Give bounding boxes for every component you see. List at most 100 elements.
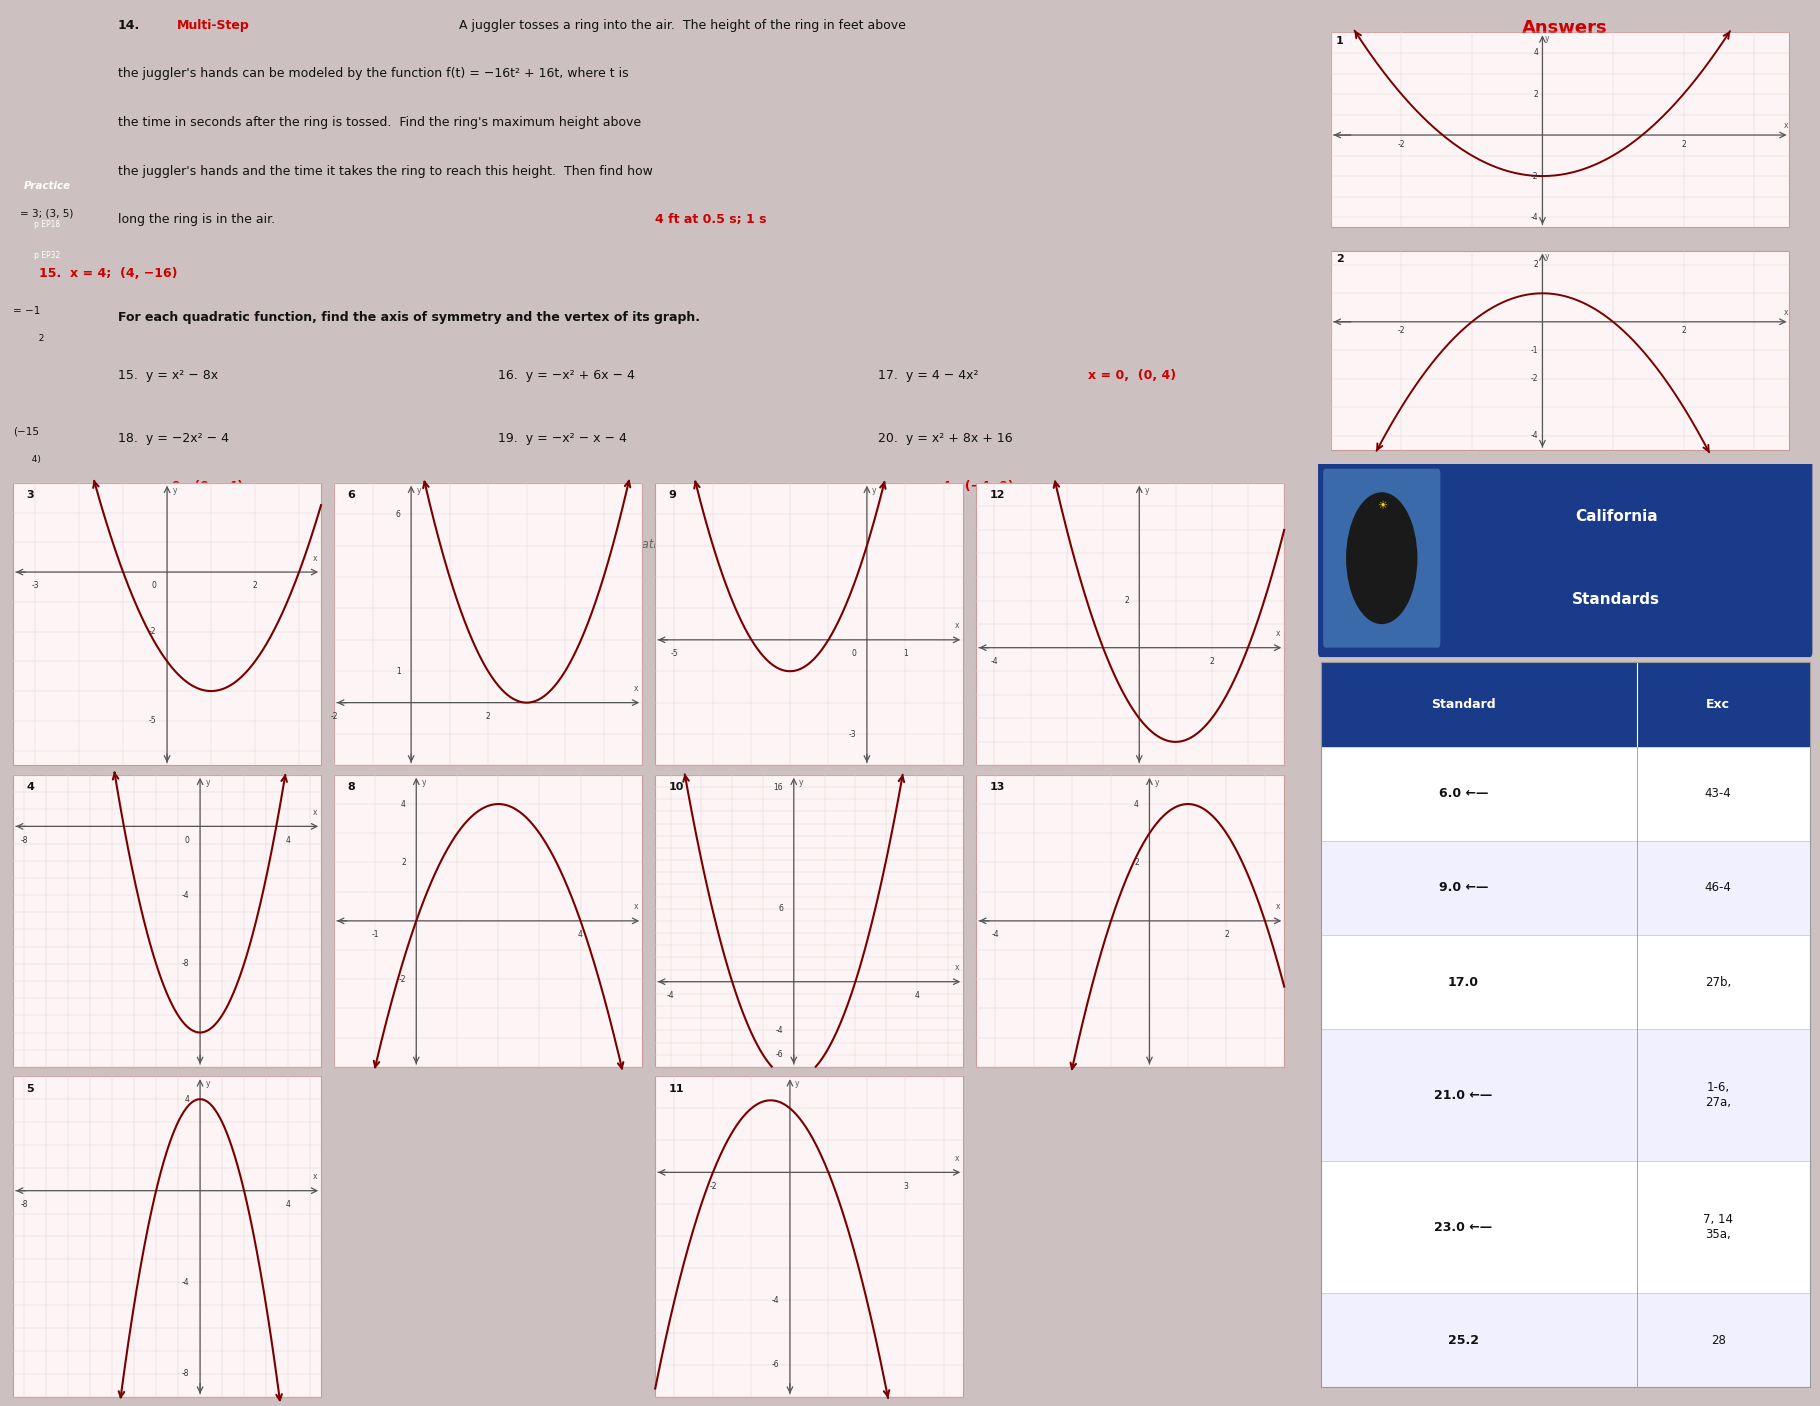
Bar [1321,1029,1809,1161]
Text: A juggler tosses a ring into the air.  The height of the ring in feet above: A juggler tosses a ring into the air. Th… [459,18,906,31]
Text: 2: 2 [253,582,257,591]
Text: -1: -1 [371,931,379,939]
Bar [1330,250,1789,450]
Text: -8: -8 [20,1201,27,1209]
Text: 2: 2 [1682,326,1685,336]
Text: y: y [1545,252,1549,262]
Text: 2: 2 [1682,139,1685,149]
Text: -2: -2 [1398,326,1405,336]
Text: -4: -4 [992,931,999,939]
Text: -6: -6 [775,1050,783,1059]
Text: 2: 2 [1534,90,1538,98]
Text: the juggler's hands can be modeled by the function f(t) = −16t² + 16t, where t i: the juggler's hands can be modeled by th… [118,67,628,80]
Text: 1: 1 [397,666,400,676]
Text: 19.  y = −x² − x − 4: 19. y = −x² − x − 4 [499,432,626,444]
Bar [1321,662,1809,1388]
Text: x = −4;  (−4, 0): x = −4; (−4, 0) [877,481,1014,494]
FancyBboxPatch shape [1318,460,1813,657]
Bar [655,1077,963,1396]
Text: x: x [633,903,639,911]
Text: 9.0 ←—: 9.0 ←— [1438,882,1489,894]
Text: 2: 2 [1208,657,1214,666]
Text: 20.  y = x² + 8x + 16: 20. y = x² + 8x + 16 [877,432,1012,444]
Text: = −1: = −1 [13,307,40,316]
Text: x: x [956,1154,959,1163]
Text: y: y [206,1080,209,1088]
Text: 1-6,
27a,: 1-6, 27a, [1705,1081,1731,1109]
Text: -2: -2 [331,711,339,721]
Text: 16: 16 [774,783,783,792]
Text: 5: 5 [25,1084,35,1094]
Text: -2: -2 [710,1182,717,1191]
Text: Multi-Step: Multi-Step [177,18,249,31]
Text: long the ring is in the air.: long the ring is in the air. [118,214,275,226]
Text: California: California [1574,509,1658,524]
Text: 18.  y = −2x² − 4: 18. y = −2x² − 4 [118,432,229,444]
Text: 6: 6 [348,491,355,501]
Text: x: x [313,1173,317,1181]
Text: 28: 28 [1711,1333,1725,1347]
Text: -4: -4 [990,657,997,666]
Text: 27b,: 27b, [1705,976,1731,988]
Text: Standards: Standards [1572,592,1660,607]
Text: -3: -3 [848,730,857,738]
Bar [1321,1161,1809,1294]
Text: Standard: Standard [1431,697,1496,710]
Text: -4: -4 [1531,432,1538,440]
Text: 4 ft at 0.5 s; 1 s: 4 ft at 0.5 s; 1 s [655,214,766,226]
Text: 0: 0 [852,650,857,658]
Text: 0: 0 [184,835,189,845]
Text: 4: 4 [914,991,919,1000]
Text: -2: -2 [1531,374,1538,384]
Bar [13,775,320,1067]
Text: -4: -4 [182,890,189,900]
Text: -5: -5 [149,716,157,725]
Text: 4: 4 [1134,800,1139,808]
Text: 1: 1 [1336,37,1343,46]
Bar [1330,32,1789,228]
Text: -4: -4 [182,1278,189,1286]
Text: -8: -8 [182,1369,189,1378]
Text: 2: 2 [1134,858,1139,868]
Text: (−15: (−15 [13,427,38,437]
Bar [655,775,963,1067]
Text: x: x [1784,308,1787,318]
Text: 1: 1 [903,650,908,658]
Text: 2: 2 [1125,596,1128,605]
Text: 9: 9 [668,491,677,501]
Text: x: x [633,685,639,693]
Text: y: y [417,485,420,495]
Circle shape [1347,492,1418,624]
Text: x: x [956,963,959,973]
Text: 15.  x = 4;  (4, −16): 15. x = 4; (4, −16) [40,267,178,280]
Text: ☀: ☀ [1376,502,1387,512]
Text: -4: -4 [775,1026,783,1035]
Text: 4): 4) [25,454,42,464]
Text: 14.: 14. [118,18,140,31]
Text: Practice: Practice [24,180,71,191]
Text: 4: 4 [400,800,406,808]
Bar [13,1077,320,1396]
Text: 8: 8 [348,782,355,793]
Text: 10: 10 [668,782,684,793]
Text: -3: -3 [31,582,38,591]
Text: 21.0 ←—: 21.0 ←— [1434,1088,1492,1102]
Text: 46-4: 46-4 [1705,882,1731,894]
Bar [13,482,320,765]
Text: 2: 2 [1336,254,1343,264]
Text: = 3; (3, 5): = 3; (3, 5) [20,208,73,219]
Text: For each quadratic function, find the axis of symmetry and the vertex of its gra: For each quadratic function, find the ax… [118,311,701,323]
Text: x = 0,  (0, 4): x = 0, (0, 4) [1088,368,1176,382]
Text: 7, 14
35a,: 7, 14 35a, [1704,1213,1733,1241]
Text: -4: -4 [666,991,675,1000]
Bar [655,482,963,765]
Text: -6: -6 [772,1360,779,1369]
Text: 6: 6 [395,510,400,519]
Bar [1321,935,1809,1029]
Bar [335,482,642,765]
Text: x = 0;  (0, −4): x = 0; (0, −4) [118,481,244,494]
Text: the juggler's hands and the time it takes the ring to reach this height.  Then f: the juggler's hands and the time it take… [118,165,653,177]
Text: y: y [422,778,426,787]
Text: 563: 563 [1088,538,1114,551]
Text: x: x [1276,630,1279,638]
